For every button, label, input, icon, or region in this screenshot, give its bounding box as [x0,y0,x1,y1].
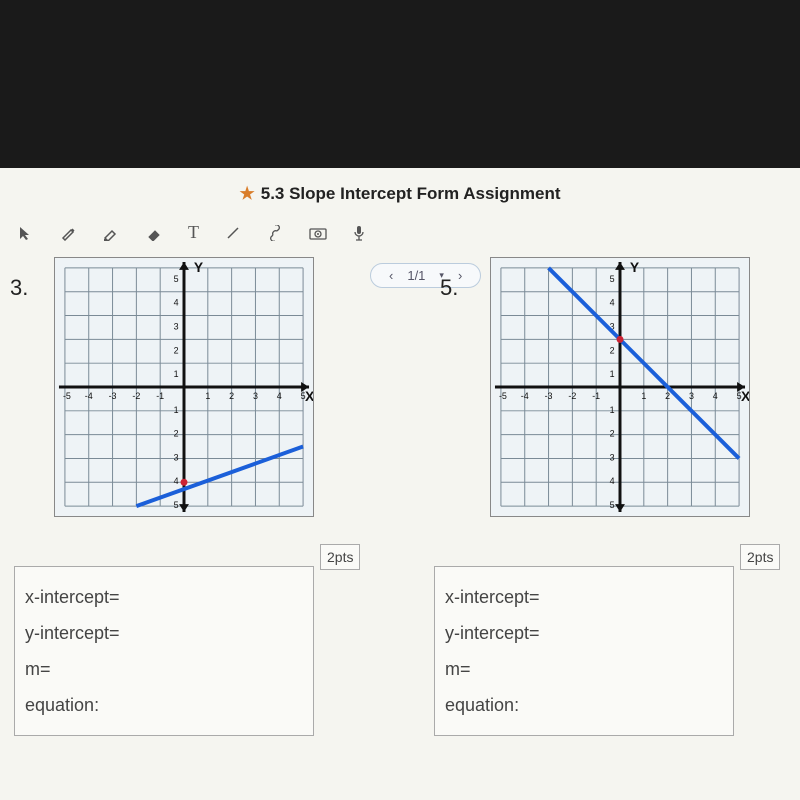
svg-text:-5: -5 [499,391,507,401]
y-intercept-field[interactable]: y-intercept= [25,615,303,651]
svg-text:4: 4 [610,476,615,486]
graph-3: Y X 5 4 3 2 1 1 2 3 4 5 1 2 3 4 5 -1 -2 -3 -4 -5 [54,257,370,522]
y-label: Y [194,259,204,275]
points-badge: 2pts [320,544,360,570]
svg-text:1: 1 [641,391,646,401]
svg-text:1: 1 [174,369,179,379]
svg-text:2: 2 [174,345,179,355]
svg-text:5: 5 [174,500,179,510]
mic-icon[interactable] [353,225,365,241]
annotation-toolbar: T [0,216,800,257]
text-icon[interactable]: T [188,222,199,243]
svg-text:5: 5 [737,391,742,401]
svg-text:-3: -3 [109,391,117,401]
highlighter-icon[interactable] [102,225,120,241]
camera-icon[interactable] [309,226,327,240]
line-icon[interactable] [225,225,241,241]
svg-text:-2: -2 [568,391,576,401]
problem-5: 5. Y X 5 4 3 2 1 1 2 [430,257,790,736]
graph-5: Y X 54321 12345 12345 -1-2-3-4-5 [490,257,790,522]
link-icon[interactable] [267,225,283,241]
points-badge: 2pts [740,544,780,570]
svg-text:4: 4 [174,298,179,308]
problems-row: ‹ 1/1 ▾ › 3. Y [0,257,800,736]
answer-box-3[interactable]: x-intercept= y-intercept= m= equation: [14,566,314,736]
svg-text:3: 3 [610,452,615,462]
svg-text:-4: -4 [85,391,93,401]
svg-text:5: 5 [610,500,615,510]
y-intercept-marker [617,336,624,343]
svg-text:2: 2 [229,391,234,401]
svg-text:-4: -4 [521,391,529,401]
svg-text:4: 4 [713,391,718,401]
coordinate-grid: Y X 54321 12345 12345 -1-2-3-4-5 [490,257,750,517]
pager-current: 1/1 [407,268,425,283]
svg-text:5: 5 [174,274,179,284]
x-intercept-field[interactable]: x-intercept= [445,579,723,615]
coordinate-grid: Y X 5 4 3 2 1 1 2 3 4 5 1 2 3 4 5 -1 -2 -3 -4 -5 [54,257,314,517]
svg-text:3: 3 [174,452,179,462]
svg-text:3: 3 [689,391,694,401]
pager-prev[interactable]: ‹ [389,268,393,283]
y-intercept-marker [181,479,188,486]
page-indicator[interactable]: ‹ 1/1 ▾ › [370,263,481,288]
svg-text:2: 2 [610,429,615,439]
svg-text:5: 5 [301,391,306,401]
equation-field[interactable]: equation: [445,687,723,723]
page-title-row: ★ 5.3 Slope Intercept Form Assignment [0,168,800,216]
svg-text:1: 1 [610,369,615,379]
page-title: 5.3 Slope Intercept Form Assignment [261,184,561,203]
svg-text:Y: Y [630,259,640,275]
svg-text:3: 3 [174,321,179,331]
assignment-page: ★ 5.3 Slope Intercept Form Assignment T ‹… [0,168,800,800]
star-icon: ★ [239,184,254,203]
svg-text:2: 2 [610,345,615,355]
equation-field[interactable]: equation: [25,687,303,723]
cursor-icon[interactable] [18,225,34,241]
pen-icon[interactable] [60,225,76,241]
problem-3: 3. Y X 5 4 3 2 1 1 2 [10,257,370,736]
slope-field[interactable]: m= [25,651,303,687]
svg-text:-3: -3 [545,391,553,401]
pager-next[interactable]: › [458,268,462,283]
svg-text:4: 4 [174,476,179,486]
eraser-icon[interactable] [146,225,162,241]
svg-text:-5: -5 [63,391,71,401]
svg-text:2: 2 [174,429,179,439]
svg-text:2: 2 [665,391,670,401]
svg-text:X: X [741,388,750,404]
x-label: X [305,388,314,404]
svg-text:1: 1 [174,405,179,415]
svg-text:5: 5 [610,274,615,284]
problem-number: 5. [440,275,458,301]
svg-text:4: 4 [277,391,282,401]
svg-text:1: 1 [610,405,615,415]
y-intercept-field[interactable]: y-intercept= [445,615,723,651]
svg-text:3: 3 [253,391,258,401]
window-letterbox-top [0,0,800,168]
x-intercept-field[interactable]: x-intercept= [25,579,303,615]
svg-text:-1: -1 [592,391,600,401]
svg-text:-1: -1 [156,391,164,401]
answer-box-5[interactable]: x-intercept= y-intercept= m= equation: [434,566,734,736]
svg-text:-2: -2 [132,391,140,401]
svg-text:4: 4 [610,298,615,308]
problem-number: 3. [10,275,28,301]
svg-text:1: 1 [205,391,210,401]
slope-field[interactable]: m= [445,651,723,687]
